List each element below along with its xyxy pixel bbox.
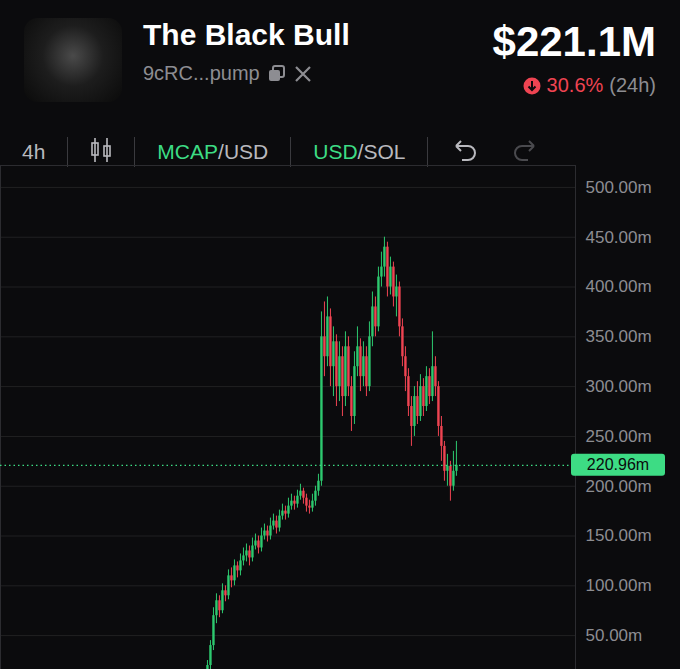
html-text:$221.1M: $221.1M <box>492 18 656 65</box>
svg-text:50.00m: 50.00m <box>586 626 643 645</box>
svg-text:250.00m: 250.00m <box>586 427 652 446</box>
svg-text:150.00m: 150.00m <box>586 526 652 545</box>
svg-text:500.00m: 500.00m <box>586 178 652 197</box>
html-text:30.6% (24h): 30.6% (24h) <box>546 74 656 96</box>
svg-text:350.00m: 350.00m <box>586 327 652 346</box>
svg-text:200.00m: 200.00m <box>586 477 652 496</box>
svg-text:220.96m: 220.96m <box>587 456 649 473</box>
html-text:USD /SOL: USD /SOL <box>313 140 406 163</box>
html-text:MCAP /USD: MCAP /USD <box>157 140 269 163</box>
svg-text:450.00m: 450.00m <box>586 228 652 247</box>
svg-text:400.00m: 400.00m <box>586 277 652 296</box>
html-text:4h: 4h <box>22 140 46 163</box>
svg-text:300.00m: 300.00m <box>586 377 652 396</box>
html-text:The Black Bull: The Black Bull <box>143 18 350 51</box>
html-text:9cRC...pump: 9cRC...pump <box>143 62 260 84</box>
svg-text:100.00m: 100.00m <box>586 576 652 595</box>
